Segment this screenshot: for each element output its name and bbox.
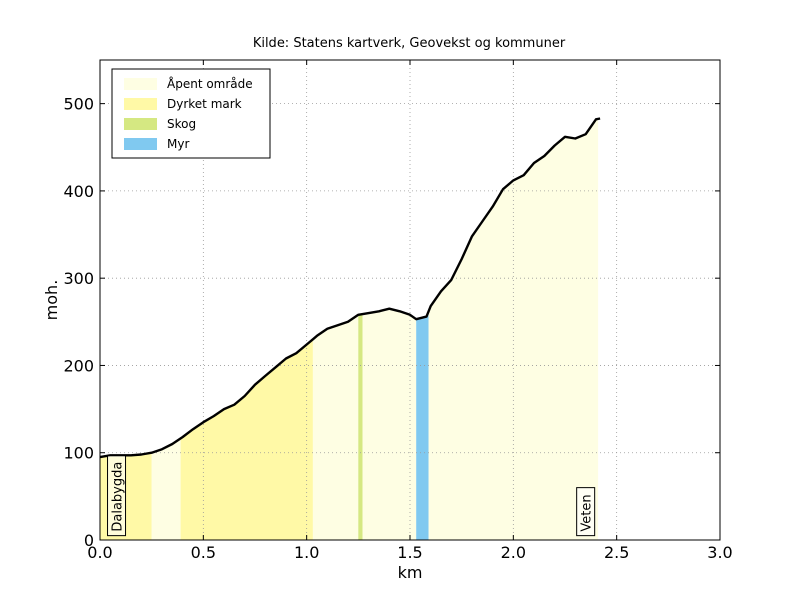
legend-label-3: Myr <box>167 137 189 151</box>
chart-title: Kilde: Statens kartverk, Geovekst og kom… <box>253 36 566 51</box>
x-tick-label-3: 1.5 <box>397 543 422 562</box>
place-annotations: Dalabygda Veten <box>107 455 596 537</box>
y-tick-label-5: 500 <box>63 95 94 114</box>
annotation-0: Dalabygda <box>107 455 127 537</box>
land-cover-segment-6 <box>416 311 429 540</box>
y-tick-label-3: 300 <box>63 269 94 288</box>
y-tick-label-0: 0 <box>84 531 94 550</box>
x-tick-label-6: 3.0 <box>707 543 732 562</box>
legend-label-1: Dyrket mark <box>167 97 242 111</box>
annotation-label-0: Dalabygda <box>111 462 126 532</box>
x-tick-label-0: 0.0 <box>87 543 112 562</box>
land-cover-segment-4 <box>358 314 363 540</box>
grid-lines <box>100 60 720 540</box>
x-tick-label-4: 2.0 <box>501 543 526 562</box>
legend-swatch-3 <box>124 138 157 150</box>
elevation-line-layer <box>99 117 601 459</box>
annotation-box-1 <box>576 487 596 537</box>
legend-swatch-2 <box>124 118 157 130</box>
land-cover-segment-1 <box>151 438 181 540</box>
land-cover-segment-7 <box>428 118 599 541</box>
elevation-line <box>99 117 601 459</box>
y-axis-label: moh. <box>42 280 61 321</box>
legend-swatch-1 <box>124 98 157 110</box>
axis-ticks: 0.0 0.5 1.0 1.5 2.0 2.5 3.0 0 100 200 300 400 500 <box>63 60 733 562</box>
annotation-label-1: Veten <box>580 494 595 531</box>
y-tick-label-2: 200 <box>63 356 94 375</box>
land-cover-segment-3 <box>312 314 359 540</box>
x-tick-label-1: 0.5 <box>191 543 216 562</box>
land-cover-segments <box>100 118 599 541</box>
x-tick-label-5: 2.5 <box>604 543 629 562</box>
legend: Åpent område Dyrket mark Skog Myr <box>111 68 271 159</box>
annotation-1: Veten <box>576 487 596 537</box>
y-tick-label-4: 400 <box>63 182 94 201</box>
legend-label-0: Åpent område <box>167 76 253 91</box>
legend-label-2: Skog <box>167 117 196 131</box>
legend-swatch-0 <box>124 78 157 90</box>
x-tick-label-2: 1.0 <box>294 543 319 562</box>
land-cover-segment-5 <box>362 308 417 540</box>
land-cover-segment-2 <box>180 339 313 540</box>
y-tick-label-1: 100 <box>63 444 94 463</box>
x-axis-label: km <box>398 563 423 582</box>
annotation-box-0 <box>107 455 127 537</box>
